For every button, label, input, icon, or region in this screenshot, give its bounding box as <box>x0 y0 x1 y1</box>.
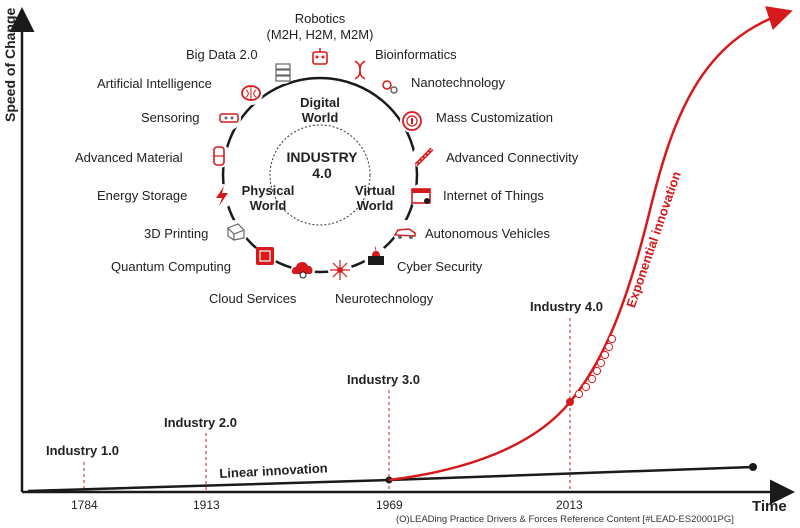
tech-big-data: Big Data 2.0 <box>186 47 258 62</box>
tech-nanotech: Nanotechnology <box>411 75 505 90</box>
nano-icon <box>378 75 402 99</box>
virtual-world: Virtual World <box>354 183 396 213</box>
year-1969: 1969 <box>376 498 403 512</box>
innovation-beads <box>574 334 617 399</box>
core-title: INDUSTRY <box>286 149 358 165</box>
milestone-industry-4: Industry 4.0 <box>530 299 603 314</box>
energy-icon <box>210 184 234 208</box>
vehicle-icon <box>393 220 417 244</box>
tech-quantum-computing: Quantum Computing <box>111 259 231 274</box>
robot-icon <box>308 46 332 70</box>
connectivity-icon <box>412 145 436 169</box>
physical-world: Physical World <box>241 183 295 213</box>
sensor-icon <box>217 106 241 130</box>
brain-icon <box>239 81 263 105</box>
tech-robotics: Robotics <box>294 11 346 26</box>
year-1913: 1913 <box>193 498 220 512</box>
tech-autonomous-vehicles: Autonomous Vehicles <box>425 226 551 241</box>
tech-iot: Internet of Things <box>443 188 544 203</box>
tech-cloud-services: Cloud Services <box>209 291 297 306</box>
cloud-icon <box>291 258 315 282</box>
x-axis-label: Time <box>752 498 787 515</box>
cyber-icon <box>364 245 388 269</box>
tech-sensoring: Sensoring <box>141 110 200 125</box>
tech-neurotechnology: Neurotechnology <box>335 291 434 306</box>
linear-end-dot <box>749 463 757 471</box>
mass-custom-icon <box>400 109 424 133</box>
tech-bioinformatics: Bioinformatics <box>375 47 457 62</box>
tech-3d-printing: 3D Printing <box>144 226 209 241</box>
industry-ring <box>221 76 419 274</box>
quantum-icon <box>253 244 277 268</box>
year-2013: 2013 <box>556 498 583 512</box>
tech-robotics-sub: (M2H, H2M, M2M) <box>266 27 374 42</box>
milestone-industry-1: Industry 1.0 <box>46 443 119 458</box>
server-icon <box>271 60 295 84</box>
tech-mass-customization: Mass Customization <box>436 110 554 125</box>
year-1784: 1784 <box>71 498 98 512</box>
tech-cyber-security: Cyber Security <box>397 259 483 274</box>
tech-advanced-connectivity: Advanced Connectivity <box>446 150 579 165</box>
neuro-icon <box>328 258 352 282</box>
printer-icon <box>224 220 248 244</box>
material-icon <box>207 144 231 168</box>
y-axis-label: Speed of Change <box>2 7 18 122</box>
milestone-industry-3: Industry 3.0 <box>347 372 420 387</box>
tech-ai: Artificial Intelligence <box>97 76 212 91</box>
footer-credit: (O)LEADing Practice Drivers & Forces Ref… <box>396 514 734 525</box>
milestone-industry-2: Industry 2.0 <box>164 415 237 430</box>
digital-world: Digital World <box>300 95 340 125</box>
exponential-curve <box>388 6 793 482</box>
core-version: 4.0 <box>312 165 332 181</box>
dna-icon <box>348 58 372 82</box>
tech-advanced-material: Advanced Material <box>75 150 183 165</box>
industry-inner-ring <box>269 124 371 226</box>
tech-energy-storage: Energy Storage <box>97 188 188 203</box>
iot-icon <box>409 184 433 208</box>
industry4-dot <box>566 398 574 406</box>
